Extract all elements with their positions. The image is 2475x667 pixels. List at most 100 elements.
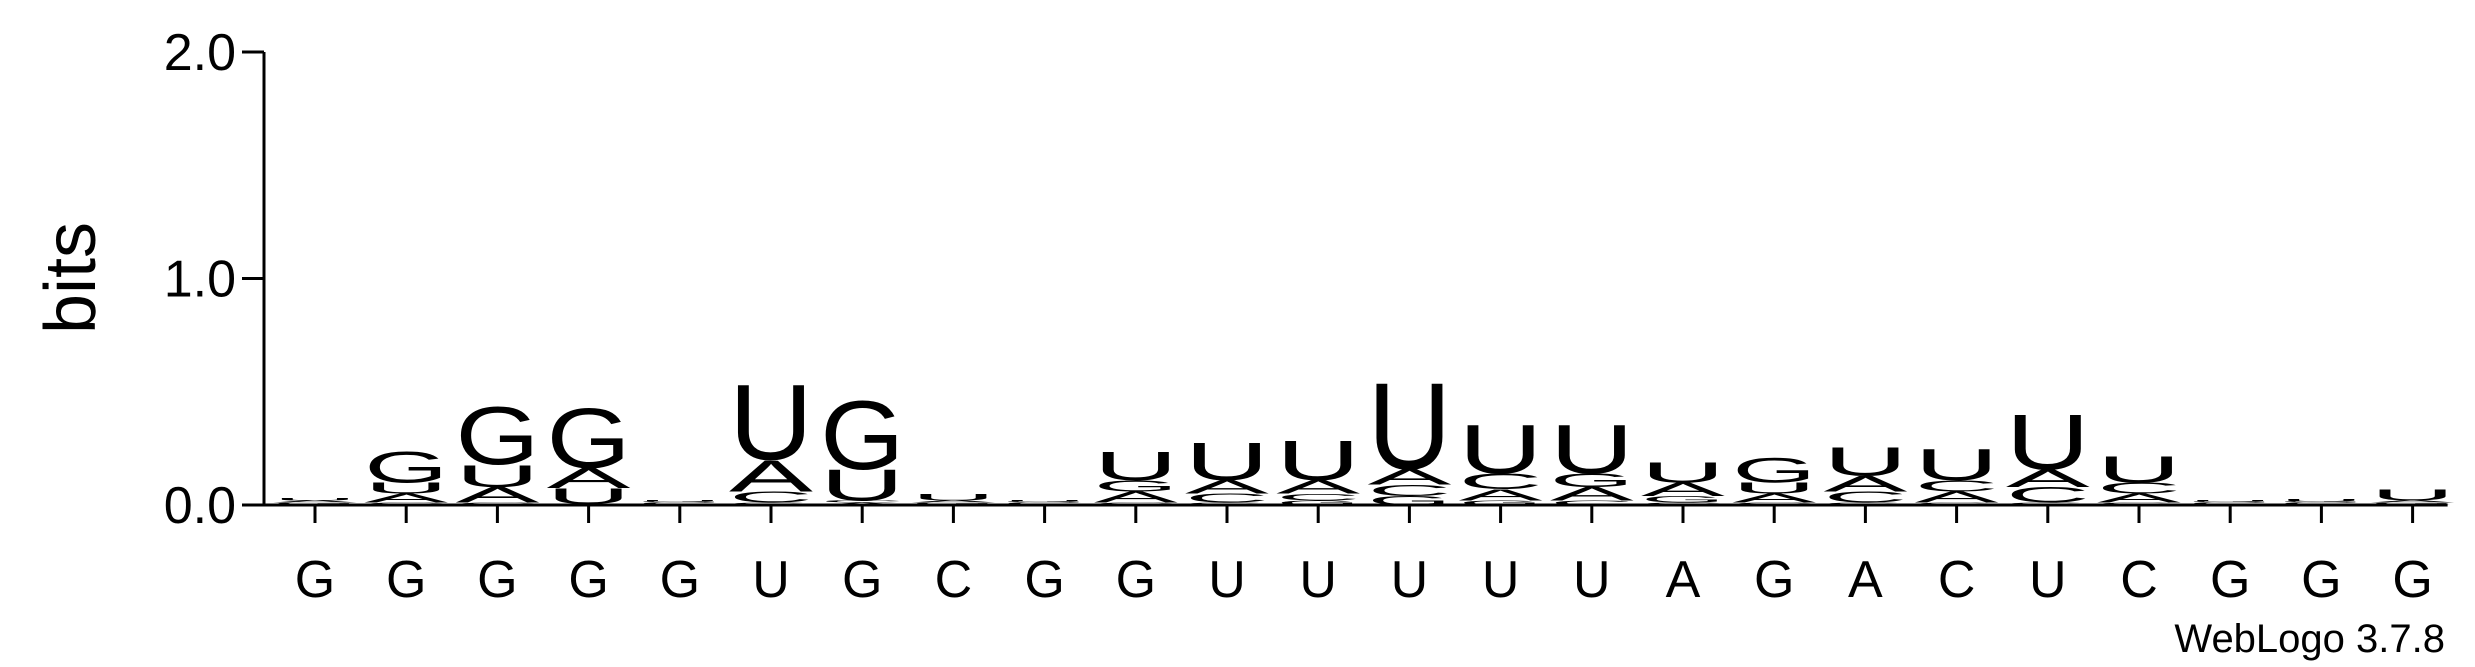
logo-letter: C — [364, 502, 448, 506]
logo-letter: A — [1459, 486, 1543, 504]
logo-letter: G — [2371, 502, 2455, 504]
logo-letter: G — [1276, 499, 1360, 506]
logo-letter: G — [2279, 501, 2363, 503]
logo-letter: G — [455, 391, 539, 483]
logo-letter: A — [2371, 500, 2456, 504]
x-tick-label: G — [477, 551, 517, 609]
logo-letter: A — [1094, 489, 1178, 507]
x-tick-label: G — [1116, 551, 1156, 609]
x-tick-label: C — [935, 551, 973, 609]
logo-letter: C — [911, 504, 995, 506]
logo-letter: A — [2188, 504, 2273, 506]
logo-letter: U — [364, 480, 448, 498]
logo-letter: C — [1915, 477, 1999, 495]
logo-letter: G — [729, 502, 813, 506]
logo-letter: U — [455, 458, 539, 493]
logo-letter: A — [820, 502, 905, 506]
logo-letter: A — [547, 462, 631, 494]
logo-letter: C — [1641, 502, 1725, 506]
logo-letter: U — [820, 461, 904, 510]
logo-letter: U — [2371, 486, 2455, 504]
logo-letter: U — [911, 492, 995, 503]
x-tick-label: G — [568, 551, 608, 609]
y-tick-label: 0.0 — [164, 477, 236, 535]
logo-letter: U — [1459, 411, 1543, 489]
logo-letter: U — [273, 498, 357, 502]
logo-letter: G — [1185, 502, 1269, 506]
logo-letter: C — [1367, 482, 1451, 500]
logo-letter: C — [2371, 504, 2455, 506]
logo-letter: U — [1276, 429, 1360, 493]
logo-letter: U — [1732, 480, 1816, 498]
logo-letter: C — [1823, 489, 1907, 507]
x-tick-label: G — [295, 551, 335, 609]
logo-letter: G — [1550, 470, 1634, 491]
logo-letter: A — [638, 504, 723, 506]
logo-letter: A — [1732, 491, 1817, 505]
logo-letter: G — [2188, 501, 2272, 503]
logo-letter: G — [820, 380, 904, 490]
logo-letter: G — [2006, 502, 2090, 506]
y-tick-label: 2.0 — [164, 24, 236, 82]
x-tick-label: U — [752, 551, 790, 609]
logo-letter: C — [2006, 483, 2090, 508]
x-tick-label: U — [1573, 551, 1611, 609]
logo-letter: C — [273, 504, 357, 506]
x-tick-label: G — [1024, 551, 1064, 609]
logo-letter: G — [1641, 494, 1725, 505]
x-tick-label: G — [1754, 551, 1794, 609]
logo-letter: C — [638, 502, 722, 504]
logo-letter: C — [2097, 480, 2181, 498]
x-tick-label: A — [1666, 551, 1701, 609]
x-tick-label: G — [660, 551, 700, 609]
logo-letter: A — [1367, 465, 1452, 490]
x-tick-label: G — [2210, 551, 2250, 609]
logo-letter: G — [547, 390, 631, 486]
x-tick-label: C — [2120, 551, 2158, 609]
logo-letter: G — [1367, 494, 1451, 508]
logo-letter: C — [1003, 502, 1087, 504]
logo-letter: A — [455, 483, 540, 508]
logo-letter: C — [2279, 502, 2363, 504]
logo-letter: G — [638, 501, 722, 503]
x-tick-label: G — [2301, 551, 2341, 609]
logo-letter: U — [2097, 449, 2181, 491]
logo-letter: C — [1276, 492, 1360, 503]
x-tick-label: A — [1848, 551, 1883, 609]
logo-letter: A — [1641, 479, 1725, 500]
logo-letter: A — [1276, 477, 1360, 498]
y-tick-label: 1.0 — [164, 251, 236, 309]
logo-letter: U — [1094, 444, 1178, 490]
logo-letter: A — [911, 500, 996, 504]
logo-letter: G — [1003, 501, 1087, 503]
x-tick-label: U — [2029, 551, 2067, 609]
logo-letter: A — [1185, 477, 1269, 498]
x-tick-label: U — [1208, 551, 1246, 609]
logo-letter: C — [1094, 502, 1178, 506]
logo-letter: A — [364, 491, 449, 505]
logo-letter: C — [1550, 499, 1634, 506]
logo-letter: A — [729, 452, 814, 501]
logo-letter: G — [273, 502, 357, 504]
x-tick-label: C — [1938, 551, 1976, 609]
x-tick-label: G — [2392, 551, 2432, 609]
x-tick-label: G — [842, 551, 882, 609]
logo-letter: U — [729, 363, 813, 483]
logo-letter: C — [1459, 469, 1543, 494]
logo-letter: C — [729, 489, 813, 507]
logo-letter: A — [1915, 489, 1999, 507]
logo-letter: C — [455, 502, 539, 506]
logo-letter: A — [2006, 464, 2091, 492]
logo-letter: U — [1823, 439, 1907, 485]
logo-letter: G — [1732, 451, 1816, 490]
logo-letter: U — [2279, 499, 2363, 503]
logo-letter: G — [364, 443, 448, 492]
logo-letter: A — [2097, 491, 2182, 505]
logo-letter: U — [1367, 357, 1451, 495]
logo-letter: A — [2279, 504, 2364, 506]
y-axis-label: bits — [31, 222, 111, 334]
annotation: WebLogo 3.7.8 — [2174, 617, 2445, 661]
x-tick-label: U — [1391, 551, 1429, 609]
logo-letter: U — [2006, 398, 2090, 487]
